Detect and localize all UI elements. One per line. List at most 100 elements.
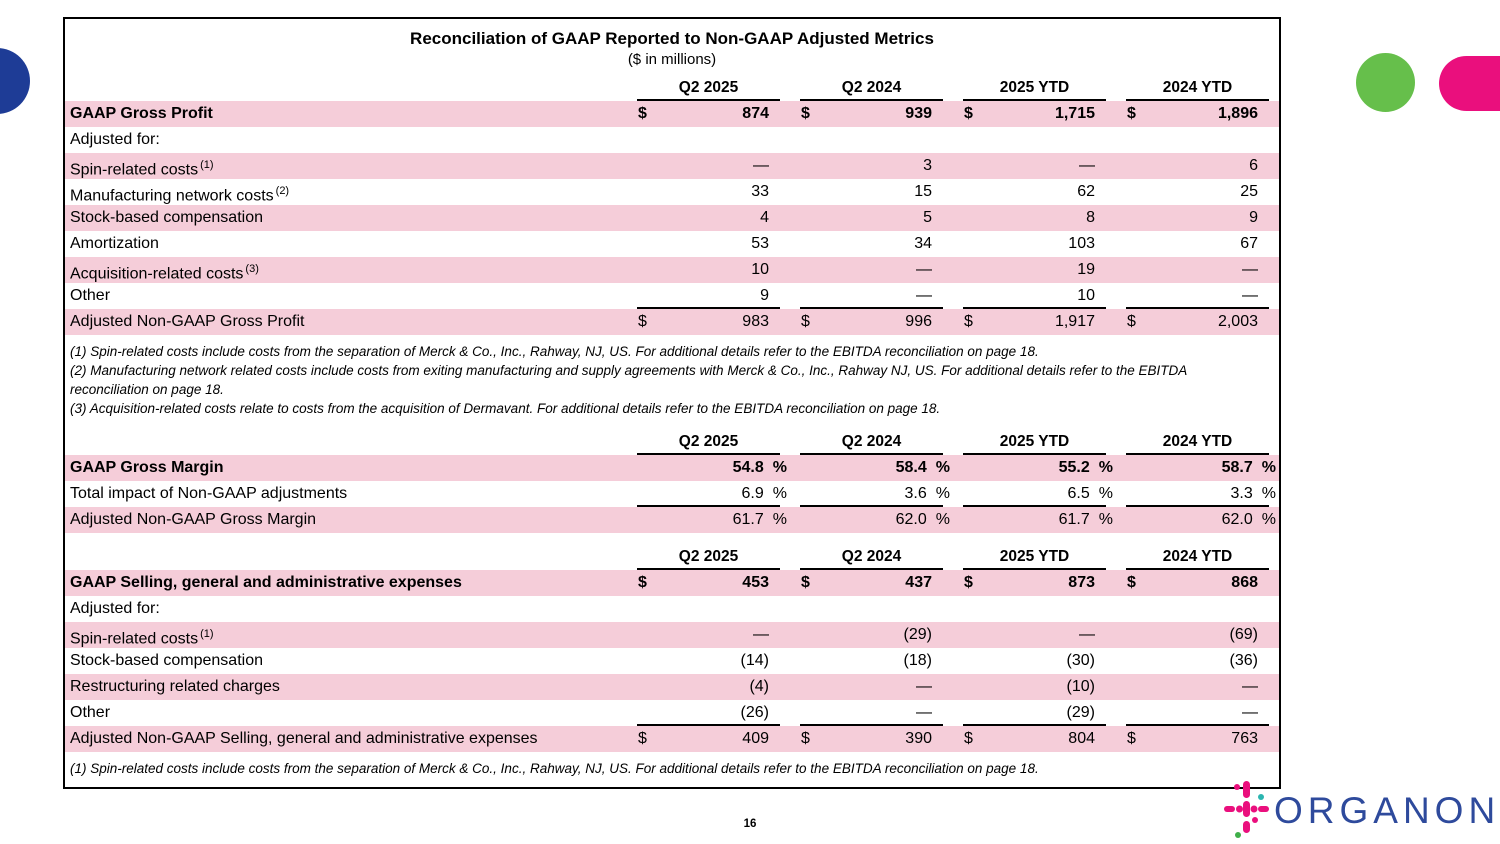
table-cell: (36) [1120,648,1279,674]
cell-value: 868 [1231,574,1258,591]
dollar-sign: $ [1127,574,1136,591]
cell-value: (69) [1229,626,1258,643]
organon-logo-mark [1224,781,1269,838]
table-cell: $874 [631,101,794,127]
footnote-marker: (1) [200,159,214,171]
dollar-sign: $ [638,574,647,591]
cell-value: (18) [903,652,932,669]
cell-value: 53 [751,235,769,252]
column-header: 2025 YTD [963,548,1106,570]
table-cell: 19 [957,257,1120,283]
table-cell [957,127,1120,153]
table-row: GAAP Gross Profit $874 $939 $1,715 $1,896 [65,101,1279,127]
cell-value: 874 [742,105,769,122]
table-cell: $2,003 [1120,309,1279,335]
footnote-marker: (3) [245,263,259,275]
dollar-sign: $ [638,730,647,747]
table-cell [794,596,957,622]
column-header: 2024 YTD [1126,548,1269,570]
table-cell: $873 [957,570,1120,596]
dollar-sign: $ [801,313,810,330]
cell-value: 6.9 [741,485,764,502]
dollar-sign: $ [638,313,647,330]
table-row: Restructuring related charges (4) — (10) — [65,674,1279,700]
cell-value: 804 [1068,730,1095,747]
cell-value: 6 [1249,157,1258,174]
table-cell: — [1120,674,1279,700]
cell-value: — [1242,261,1258,278]
table-cell: 55.2% [957,455,1120,481]
table-cell: — [1120,700,1279,726]
cell-value: (36) [1229,652,1258,669]
percent-sign: % [772,511,787,528]
table-cell: $804 [957,726,1120,752]
table-row: Adjusted for: [65,127,1279,153]
cell-value: 19 [1077,261,1095,278]
table-cell: 3.3% [1120,481,1279,507]
row-label: Stock-based compensation [70,209,263,226]
cell-value: 34 [914,235,932,252]
cell-value: (10) [1066,678,1095,695]
table-cell: (18) [794,648,957,674]
table-cell: 58.7% [1120,455,1279,481]
row-label: Restructuring related charges [70,678,280,695]
percent-sign: % [1098,485,1113,502]
organon-logo: ORGANON™ [1224,780,1500,840]
row-label: Adjusted for: [70,131,160,148]
table-cell: 9 [1120,205,1279,231]
row-label: GAAP Gross Margin [70,459,224,476]
table-row: Adjusted Non-GAAP Selling, general and a… [65,726,1279,752]
table-gross-profit-reconciliation: Q2 2025 Q2 2024 2025 YTD 2024 YTD GAAP Gross… [65,79,1279,418]
table-cell: — [957,622,1120,648]
table-row: Total impact of Non-GAAP adjustments 6.9%… [65,481,1279,507]
cell-value: 55.2 [1058,459,1090,476]
cell-value: 62.0 [895,511,927,528]
table-row: Amortization 53 34 103 67 [65,231,1279,257]
cell-value: (4) [749,678,769,695]
column-header-spacer [65,79,631,101]
cell-value: 4 [760,209,769,226]
cell-value: 9 [1249,209,1258,226]
cell-value: 67 [1240,235,1258,252]
footnote-marker: (2) [275,185,290,197]
dollar-sign: $ [964,730,973,747]
table-cell: — [794,674,957,700]
blue-circle-decoration [0,48,30,114]
cell-value: 3.3 [1230,485,1253,502]
footnotes: (1) Spin-related costs include costs fro… [65,752,1279,778]
percent-sign: % [1261,485,1276,502]
cell-value: 1,715 [1054,105,1095,122]
table-cell: 8 [957,205,1120,231]
table-cell: $409 [631,726,794,752]
footnote: (3) Acquisition-related costs relate to … [70,401,941,416]
percent-sign: % [935,511,950,528]
table-cell: — [957,153,1120,179]
table-cell: — [794,283,957,309]
table-cell: 62.0% [1120,507,1279,533]
table-cell: — [1120,283,1279,309]
table-cell [1120,127,1279,153]
cell-value: — [916,678,932,695]
column-header: 2024 YTD [1126,79,1269,101]
cell-value: 873 [1068,574,1095,591]
organon-wordmark: ORGANON™ [1274,790,1500,831]
cell-value: (26) [740,704,769,721]
table-row: Stock-based compensation (14) (18) (30) (36) [65,648,1279,674]
percent-sign: % [1098,511,1113,528]
cell-value: 6.5 [1067,485,1090,502]
table-cell: (26) [631,700,794,726]
table-row: Adjusted Non-GAAP Gross Margin 61.7% 62.0%… [65,507,1279,533]
cell-value: 3.6 [904,485,927,502]
table-cell: 10 [631,257,794,283]
cell-value: 9 [760,287,769,304]
table-cell: 6.9% [631,481,794,507]
row-label: GAAP Selling, general and administrative… [70,574,462,591]
table-cell: — [631,153,794,179]
tables-container: Q2 2025 Q2 2024 2025 YTD 2024 YTD GAAP Gross… [65,79,1279,778]
percent-sign: % [935,459,950,476]
table-cell: 33 [631,179,794,205]
column-header: Q2 2024 [800,433,943,455]
row-label: Adjusted Non-GAAP Gross Margin [70,511,317,528]
row-label: Manufacturing network costs (2) [70,185,290,205]
cell-value: — [1242,287,1258,304]
